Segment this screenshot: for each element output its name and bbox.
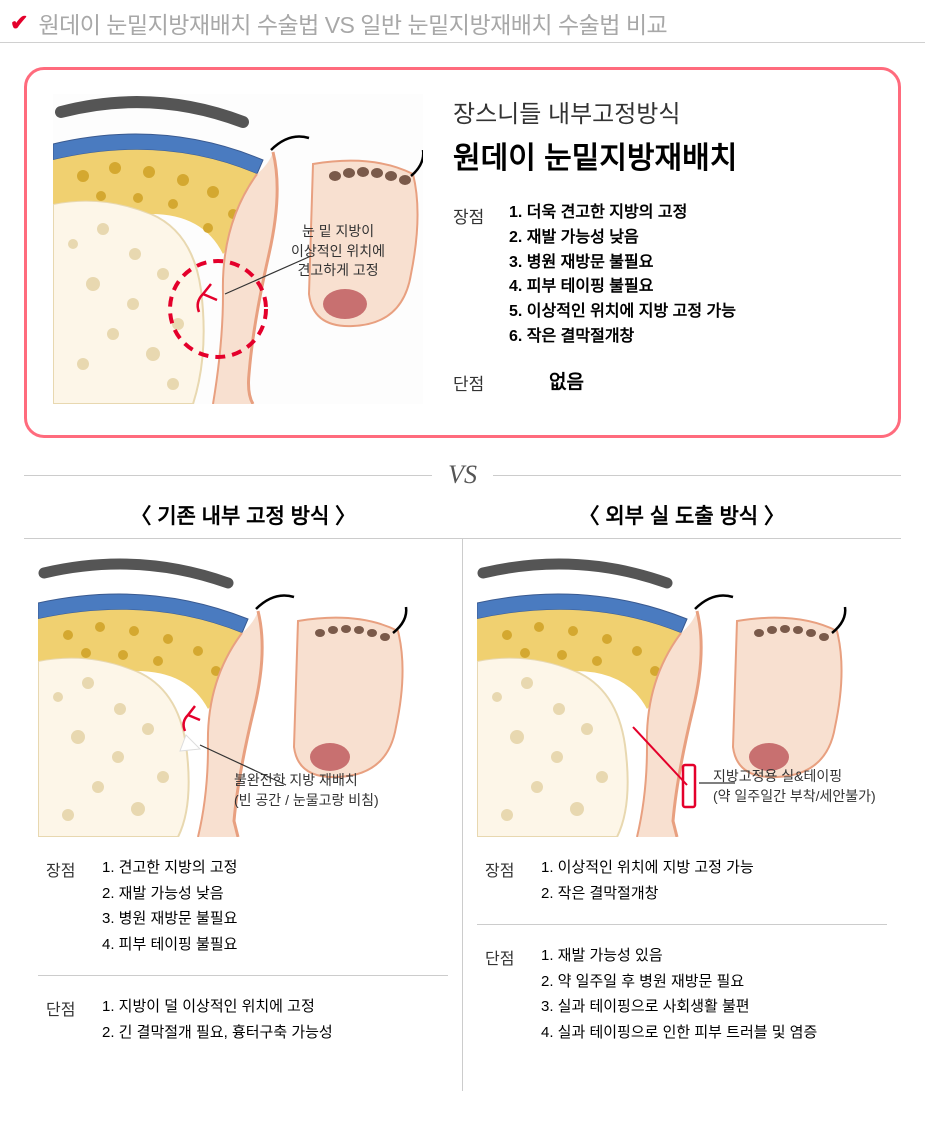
page-title: 원데이 눈밑지방재배치 수술법 VS 일반 눈밑지방재배치 수술법 비교 (38, 6, 667, 40)
left-col-header: 〈 기존 내부 고정 방식 〉 (24, 500, 463, 530)
diagram-top: 눈 밑 지방이이상적인 위치에견고하게 고정 (53, 94, 423, 404)
left-pros-row: 장점 1. 견고한 지방의 고정2. 재발 가능성 낮음3. 병원 재방문 불필… (38, 855, 448, 957)
featured-pros-list: 1. 더욱 견고한 지방의 고정2. 재발 가능성 낮음3. 병원 재방문 불필… (509, 201, 736, 350)
right-pros-row: 장점 1. 이상적인 위치에 지방 고정 가능2. 작은 결막절개창 (477, 855, 887, 906)
right-cons-list: 1. 재발 가능성 있음2. 약 일주일 후 병원 재방문 필요3. 실과 테이… (541, 943, 817, 1045)
divider (477, 924, 887, 925)
left-cons-row: 단점 1. 지방이 덜 이상적인 위치에 고정2. 긴 결막절개 필요, 흉터구… (38, 994, 448, 1045)
featured-cons-text: 없음 (509, 368, 584, 397)
right-pros-list: 1. 이상적인 위치에 지방 고정 가능2. 작은 결막절개창 (541, 855, 754, 906)
pros-label: 장점 (485, 855, 541, 881)
right-cons-row: 단점 1. 재발 가능성 있음2. 약 일주일 후 병원 재방문 필요3. 실과… (477, 943, 887, 1045)
divider-line (24, 475, 432, 476)
diagram-annotation: 불완전한 지방 재배치(빈 공간 / 눈물고랑 비침) (234, 771, 379, 810)
featured-text: 장스니들 내부고정방식 원데이 눈밑지방재배치 장점 1. 더욱 견고한 지방의… (453, 94, 872, 415)
pros-label: 장점 (46, 855, 102, 881)
vs-text: VS (432, 460, 493, 490)
cons-label: 단점 (453, 368, 509, 395)
vs-separator: VS (24, 460, 901, 490)
page-title-row: ✔ 원데이 눈밑지방재배치 수술법 VS 일반 눈밑지방재배치 수술법 비교 (0, 0, 925, 43)
divider (38, 975, 448, 976)
divider-line (493, 475, 901, 476)
featured-method-card: 눈 밑 지방이이상적인 위치에견고하게 고정 장스니들 내부고정방식 원데이 눈… (24, 67, 901, 438)
right-column: 지방고정용 실&테이핑(약 일주일간 부착/세안불가) 장점 1. 이상적인 위… (462, 539, 901, 1091)
featured-subtitle-1: 장스니들 내부고정방식 (453, 94, 872, 129)
column-headers: 〈 기존 내부 고정 방식 〉 〈 외부 실 도출 방식 〉 (24, 500, 901, 530)
diagram-left: 불완전한 지방 재배치(빈 공간 / 눈물고랑 비침) (38, 557, 448, 837)
diagram-annotation: 지방고정용 실&테이핑(약 일주일간 부착/세안불가) (713, 767, 876, 806)
pros-label: 장점 (453, 201, 509, 228)
cons-label: 단점 (46, 994, 102, 1020)
comparison-columns: 불완전한 지방 재배치(빈 공간 / 눈물고랑 비침) 장점 1. 견고한 지방… (24, 538, 901, 1091)
left-column: 불완전한 지방 재배치(빈 공간 / 눈물고랑 비침) 장점 1. 견고한 지방… (24, 539, 462, 1091)
right-col-header: 〈 외부 실 도출 방식 〉 (463, 500, 902, 530)
featured-cons-row: 단점 없음 (453, 368, 872, 397)
featured-pros-row: 장점 1. 더욱 견고한 지방의 고정2. 재발 가능성 낮음3. 병원 재방문… (453, 201, 872, 350)
featured-subtitle-2: 원데이 눈밑지방재배치 (453, 133, 872, 177)
diagram-right: 지방고정용 실&테이핑(약 일주일간 부착/세안불가) (477, 557, 887, 837)
check-icon: ✔ (10, 10, 28, 36)
left-pros-list: 1. 견고한 지방의 고정2. 재발 가능성 낮음3. 병원 재방문 불필요4.… (102, 855, 237, 957)
diagram-annotation: 눈 밑 지방이이상적인 위치에견고하게 고정 (291, 222, 385, 281)
left-cons-list: 1. 지방이 덜 이상적인 위치에 고정2. 긴 결막절개 필요, 흉터구축 가… (102, 994, 333, 1045)
cons-label: 단점 (485, 943, 541, 969)
